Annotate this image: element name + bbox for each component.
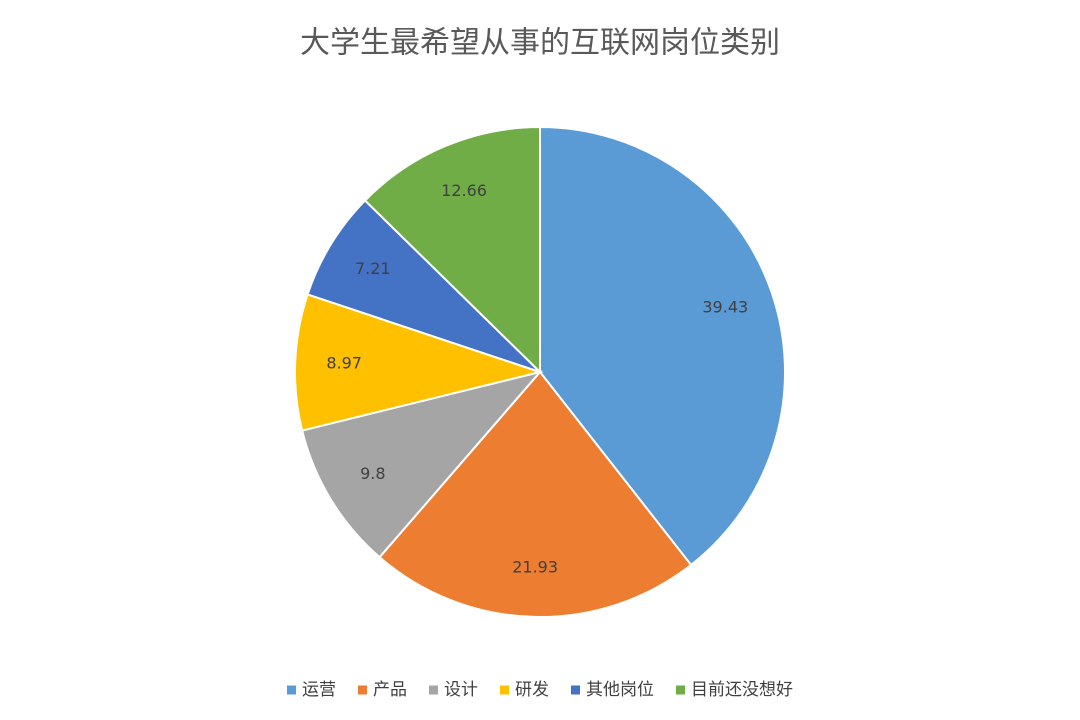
- legend-label: 其他岗位: [586, 680, 654, 700]
- data-label: 21.93: [512, 557, 558, 576]
- pie-slice: [294, 293, 544, 432]
- data-label: 8.97: [326, 354, 362, 373]
- data-label: 7.21: [355, 259, 391, 278]
- pie-slice: [378, 370, 693, 618]
- legend-label: 研发: [515, 680, 549, 700]
- legend-swatch: [287, 685, 296, 695]
- pie-slice: [363, 125, 541, 375]
- pie-slice: [300, 370, 543, 559]
- legend-label: 目前还没想好: [691, 680, 793, 700]
- data-label: 9.8: [360, 464, 385, 483]
- legend-label: 产品: [373, 680, 407, 700]
- legend-swatch: [571, 685, 580, 695]
- data-labels: 39.43 21.93 9.8 8.97 7.21 12.66: [326, 181, 748, 577]
- data-label: 39.43: [702, 298, 748, 317]
- legend-swatch: [500, 685, 509, 695]
- legend-swatch: [676, 685, 685, 695]
- legend-swatch: [358, 685, 367, 695]
- pie-slice: [306, 199, 541, 373]
- legend-swatch: [429, 685, 438, 695]
- legend-label: 设计: [444, 680, 478, 700]
- pie-slice: [539, 125, 786, 567]
- data-label: 12.66: [441, 181, 487, 200]
- chart-title: 大学生最希望从事的互联网岗位类别: [300, 26, 780, 61]
- pie: [294, 125, 786, 618]
- legend: 运营 产品 设计 研发 其他岗位 目前还没想好: [287, 680, 793, 700]
- legend-label: 运营: [302, 680, 336, 700]
